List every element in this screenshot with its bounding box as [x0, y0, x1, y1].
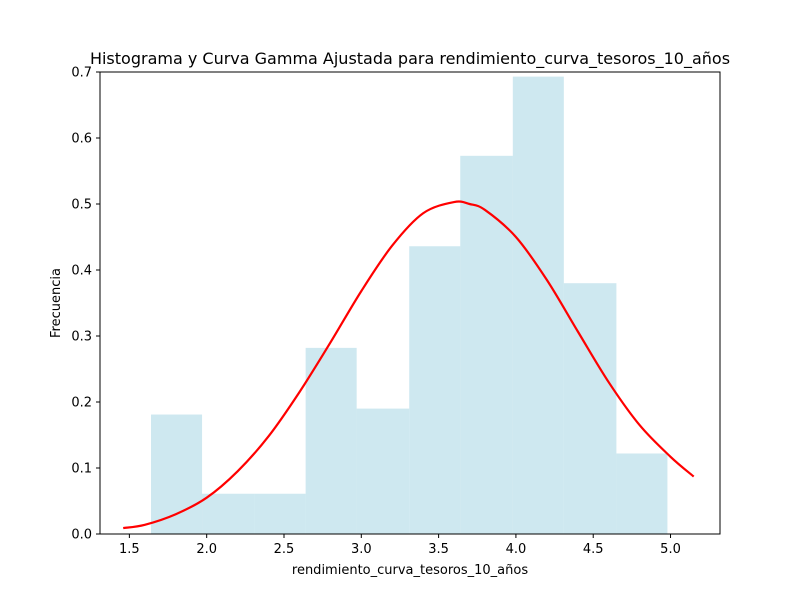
- y-tick-label-1: 0.0: [71, 528, 92, 543]
- y-tick-label-7: 0.6: [71, 132, 92, 147]
- histogram-bar-6: [409, 246, 461, 535]
- histogram-bar-4: [305, 347, 357, 534]
- x-tick-label-3: 2.5: [274, 542, 295, 557]
- x-axis-label: rendimiento_curva_tesoros_10_años: [292, 563, 528, 578]
- histogram-bar-7: [460, 155, 513, 534]
- gamma-curve-line: [123, 200, 695, 530]
- histogram-bar-1: [151, 414, 203, 534]
- x-tick-label-4: 3.0: [351, 542, 372, 557]
- x-tick-label-7: 4.5: [583, 542, 604, 557]
- x-tick-label-8: 5.0: [660, 542, 681, 557]
- x-axis-ticks: 1.5 2.0 2.5 3.0 3.5 4.0 4.5 5.0: [119, 534, 681, 557]
- histogram-bar-9: [563, 283, 617, 534]
- histogram-bar-8: [512, 76, 564, 535]
- y-tick-label-2: 0.1: [71, 462, 92, 477]
- gamma-curve: [123, 200, 695, 530]
- histogram-bar-3: [254, 493, 306, 534]
- y-tick-label-3: 0.2: [71, 396, 92, 411]
- y-tick-label-5: 0.4: [71, 264, 92, 279]
- chart-title: Histograma y Curva Gamma Ajustada para r…: [90, 49, 730, 69]
- histogram-bar-10: [616, 453, 668, 534]
- y-tick-label-4: 0.3: [71, 330, 92, 345]
- y-axis-ticks: 0.0 0.1 0.2 0.3 0.4 0.5 0.6 0.7: [71, 66, 100, 543]
- histogram-bars: [151, 76, 668, 535]
- x-tick-label-5: 3.5: [428, 542, 449, 557]
- y-tick-label-8: 0.7: [71, 66, 92, 81]
- y-axis-label: Frecuencia: [49, 268, 64, 338]
- x-tick-label-2: 2.0: [196, 542, 217, 557]
- histogram-bar-5: [356, 408, 410, 534]
- plot-frame: [99, 71, 721, 535]
- histogram-bar-2: [202, 493, 255, 534]
- y-tick-label-6: 0.5: [71, 198, 92, 213]
- x-tick-label-6: 4.0: [506, 542, 527, 557]
- x-tick-label-1: 1.5: [119, 542, 140, 557]
